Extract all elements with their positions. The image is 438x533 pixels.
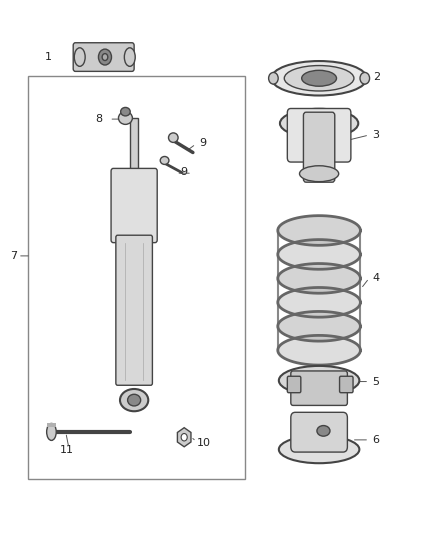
Ellipse shape xyxy=(280,109,358,138)
Ellipse shape xyxy=(124,48,135,66)
Ellipse shape xyxy=(279,435,359,463)
Text: 9: 9 xyxy=(199,138,207,148)
Text: 1: 1 xyxy=(45,52,52,61)
Text: 7: 7 xyxy=(10,251,17,261)
Text: 6: 6 xyxy=(373,435,380,445)
Ellipse shape xyxy=(99,49,112,65)
Polygon shape xyxy=(278,311,360,341)
Polygon shape xyxy=(278,263,360,293)
Ellipse shape xyxy=(271,61,367,95)
Text: 9: 9 xyxy=(181,167,188,177)
Ellipse shape xyxy=(74,48,85,66)
Ellipse shape xyxy=(317,425,330,436)
Ellipse shape xyxy=(47,423,56,440)
FancyBboxPatch shape xyxy=(287,109,351,162)
Ellipse shape xyxy=(120,108,130,116)
Ellipse shape xyxy=(120,389,148,411)
FancyBboxPatch shape xyxy=(291,371,347,406)
Text: 3: 3 xyxy=(373,130,380,140)
Text: 2: 2 xyxy=(373,71,380,82)
Text: 4: 4 xyxy=(373,273,380,283)
Ellipse shape xyxy=(169,133,178,142)
Polygon shape xyxy=(278,216,360,245)
Ellipse shape xyxy=(118,112,132,124)
Text: 5: 5 xyxy=(373,376,380,386)
Bar xyxy=(47,423,56,426)
Ellipse shape xyxy=(160,157,169,165)
Polygon shape xyxy=(278,335,360,365)
Ellipse shape xyxy=(360,72,370,84)
Ellipse shape xyxy=(302,70,336,86)
Ellipse shape xyxy=(102,54,108,61)
Bar xyxy=(130,118,138,171)
Ellipse shape xyxy=(300,166,339,182)
FancyBboxPatch shape xyxy=(111,168,157,243)
Polygon shape xyxy=(278,287,360,317)
FancyBboxPatch shape xyxy=(73,43,134,71)
FancyBboxPatch shape xyxy=(116,235,152,385)
Bar xyxy=(28,76,245,479)
Ellipse shape xyxy=(181,433,187,441)
Ellipse shape xyxy=(284,66,354,91)
Text: 8: 8 xyxy=(95,114,102,124)
Text: 10: 10 xyxy=(197,438,211,448)
FancyBboxPatch shape xyxy=(339,376,353,393)
Ellipse shape xyxy=(279,366,359,395)
Ellipse shape xyxy=(127,394,141,406)
Ellipse shape xyxy=(268,72,278,84)
FancyBboxPatch shape xyxy=(287,376,301,393)
Text: 11: 11 xyxy=(60,446,74,456)
Polygon shape xyxy=(278,240,360,269)
FancyBboxPatch shape xyxy=(291,413,347,452)
FancyBboxPatch shape xyxy=(304,112,335,182)
